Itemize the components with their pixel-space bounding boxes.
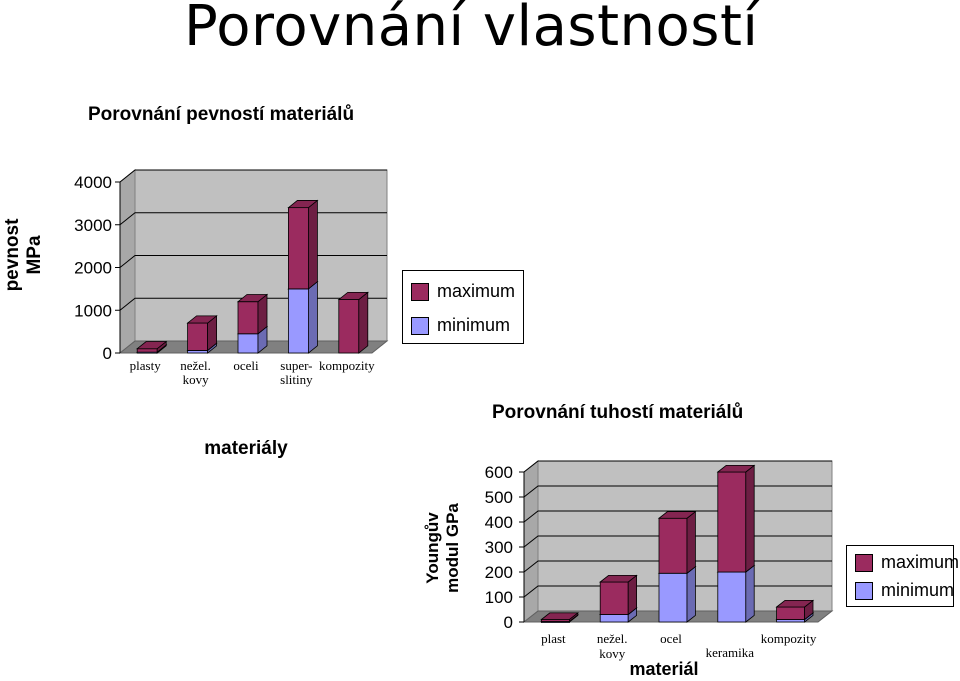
y-axis-title-line: Youngův	[423, 512, 442, 584]
y-tick-label: 100	[485, 588, 513, 607]
x-tick-label-line: ocel	[660, 631, 682, 646]
bar-maximum-top	[775, 600, 815, 608]
bar-maximum-top	[287, 200, 319, 209]
x-tick-label-line: super-	[280, 358, 312, 373]
x-tick-label-line: nežel.	[597, 631, 628, 646]
stiffness-legend-item-maximum: maximum	[855, 552, 959, 573]
x-tick-label: plasty	[130, 358, 162, 373]
bar-maximum	[776, 606, 805, 620]
x-tick-label: plast	[541, 631, 566, 646]
y-tick-label: 0	[103, 344, 112, 363]
x-tick-label-line: kovy	[599, 646, 626, 661]
gridline	[523, 460, 832, 473]
y-tick-label: 3000	[74, 216, 112, 235]
x-tick-label: oceli	[233, 358, 259, 373]
bar-maximum-top	[716, 464, 756, 473]
maximum-swatch	[411, 282, 429, 301]
y-tick-label: 500	[485, 488, 513, 507]
bar-maximum-side	[745, 464, 755, 573]
y-tick-label: 4000	[74, 173, 112, 192]
stiffness-chart-title: Porovnání tuhostí materiálů	[492, 402, 744, 423]
x-tick-label: super-slitiny	[280, 358, 313, 387]
x-tick-label-line: plasty	[130, 358, 162, 373]
x-tick-label-line: plast	[541, 631, 566, 646]
x-tick-label-line: kompozity	[761, 631, 817, 646]
bar-maximum-top	[236, 294, 269, 303]
legend-label-maximum: maximum	[437, 281, 516, 301]
y-tick-label: 400	[485, 513, 513, 532]
y-axis-title: Youngův modul GPa	[423, 503, 462, 593]
bar-minimum	[717, 571, 747, 623]
legend-label-minimum: minimum	[437, 315, 511, 335]
x-tick-label-line: nežel.	[180, 358, 211, 373]
y-axis-title: pevnost MPa	[2, 218, 45, 292]
x-tick-label-line: slitiny	[280, 372, 313, 387]
minimum-swatch	[855, 581, 873, 600]
x-tick-label-line: oceli	[233, 358, 259, 373]
x-axis-title: materiál	[629, 659, 698, 679]
bar-maximum-top	[136, 341, 168, 350]
strength-legend: maximum minimum	[402, 270, 524, 344]
maximum-swatch	[855, 553, 873, 572]
x-tick-label: nežel. kovy	[597, 631, 628, 661]
y-tick-label: 600	[485, 463, 513, 482]
y-tick-label: 1000	[74, 301, 112, 320]
bar-maximum-top	[186, 315, 218, 324]
x-tick-label-line: kovy	[183, 372, 210, 387]
bar-maximum	[717, 471, 747, 573]
legend-label-minimum: minimum	[881, 580, 955, 600]
bar-minimum	[658, 572, 688, 623]
y-axis-title-line: MPa	[24, 235, 45, 275]
x-tick-label: ocel	[660, 631, 682, 646]
slide-title: Porovnání vlastností	[184, 0, 759, 59]
bar-maximum	[658, 517, 688, 574]
strength-legend-item-maximum: maximum	[411, 281, 515, 302]
y-tick-label: 300	[485, 538, 513, 557]
x-tick-label: nežel. kovy	[180, 358, 211, 387]
x-tick-label-line: keramika	[706, 645, 755, 660]
strength-legend-item-minimum: minimum	[411, 315, 510, 336]
bar-minimum-side	[745, 564, 755, 623]
y-axis-title-line: modul GPa	[443, 503, 462, 593]
x-tick-label-line: kompozity	[319, 358, 375, 373]
bar-minimum-side	[686, 565, 696, 623]
x-axis-title: materiály	[204, 438, 288, 459]
y-tick-label: 200	[485, 563, 513, 582]
bar-maximum-side	[686, 510, 696, 575]
y-tick-label: 0	[504, 613, 513, 632]
stiffness-legend: maximum minimum	[846, 545, 959, 607]
x-tick-label: keramika	[706, 645, 755, 660]
gridline	[119, 169, 387, 183]
bar-maximum-top	[337, 291, 369, 300]
bar-minimum	[599, 614, 629, 623]
x-tick-label: kompozity	[761, 631, 817, 646]
legend-label-maximum: maximum	[881, 552, 960, 572]
bar-maximum-top	[599, 575, 638, 583]
y-tick-label: 2000	[74, 259, 112, 278]
strength-chart-title: Porovnání pevností materiálů	[88, 104, 355, 125]
minimum-swatch	[411, 316, 429, 335]
y-axis-title-line: pevnost	[2, 218, 23, 292]
bar-maximum-top	[540, 612, 579, 620]
x-tick-label: kompozity	[319, 358, 375, 373]
bar-maximum-top	[657, 511, 697, 519]
stiffness-legend-item-minimum: minimum	[855, 580, 954, 601]
bar-maximum	[599, 581, 629, 615]
